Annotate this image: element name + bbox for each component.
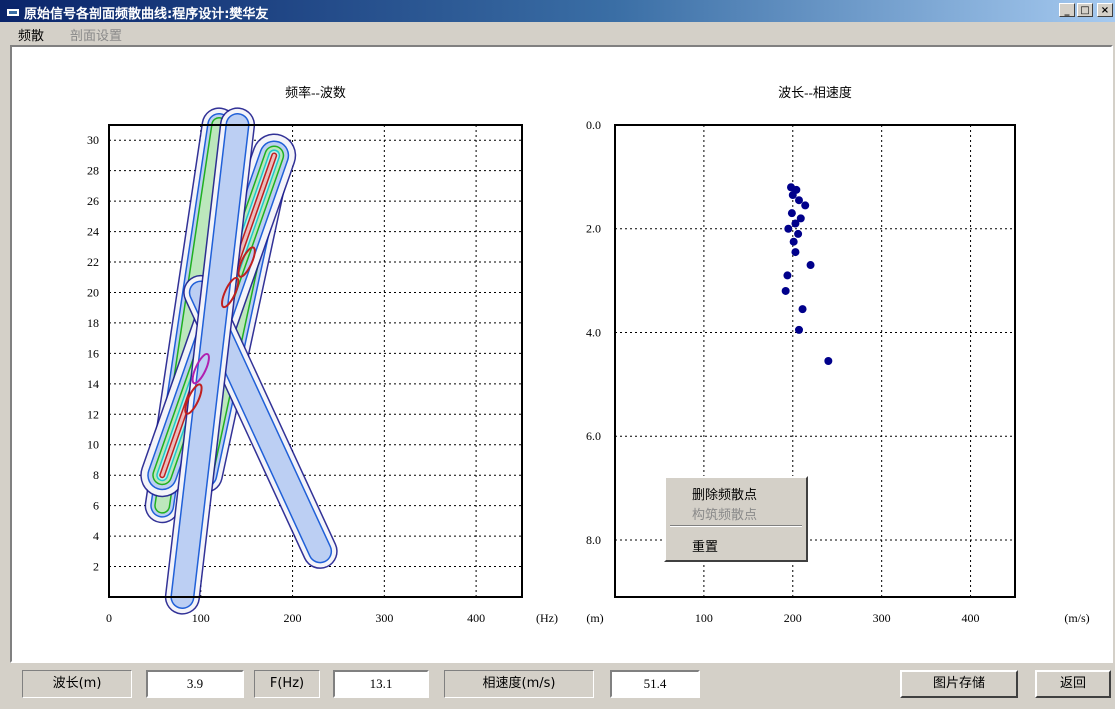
- contour-peak: [221, 276, 240, 309]
- x-tick-label: 400: [962, 611, 980, 625]
- y-tick-label: 2: [93, 560, 99, 574]
- x-tick-label: 0: [106, 611, 112, 625]
- y-tick-label: 16: [87, 346, 99, 360]
- x-tick-label: 200: [784, 611, 802, 625]
- y-tick-label: 0.0: [586, 118, 601, 132]
- data-point: [798, 305, 807, 314]
- data-point: [784, 224, 793, 233]
- y-tick-label: 8: [93, 468, 99, 482]
- close-button[interactable]: ×: [1097, 3, 1113, 17]
- contour-peak: [191, 352, 210, 385]
- plot-frame: [108, 124, 523, 598]
- x-tick-label: 300: [873, 611, 891, 625]
- data-point: [781, 286, 790, 295]
- y-tick-label: 8.0: [586, 533, 601, 547]
- chart-title: 波长--相速度: [778, 85, 852, 100]
- menu-dispersion[interactable]: 频散: [18, 29, 45, 44]
- data-point: [801, 201, 810, 210]
- menu-reset[interactable]: 重置: [692, 540, 719, 555]
- y-tick-label: 4.0: [586, 325, 601, 339]
- x-tick-label: 100: [695, 611, 713, 625]
- contour-peak: [184, 383, 203, 415]
- frequency-label: F(Hz): [254, 670, 320, 698]
- back-button[interactable]: 返回: [1035, 670, 1111, 698]
- data-point: [795, 196, 803, 205]
- context-menu: 删除频散点 构筑频散点 重置: [664, 476, 808, 562]
- x-axis-label: (m): [586, 611, 603, 625]
- wavelength-label: 波长(m): [22, 670, 132, 698]
- y-tick-label: 28: [87, 164, 99, 178]
- x-tick-label: 200: [284, 611, 302, 625]
- data-point: [789, 237, 798, 246]
- y-tick-label: 6: [93, 499, 99, 513]
- data-point: [791, 248, 800, 257]
- y-tick-label: 10: [87, 438, 99, 452]
- data-point: [796, 214, 805, 223]
- contour-fill: [171, 114, 248, 608]
- x-tick-label: 300: [375, 611, 393, 625]
- frequency-wavenumber-chart: 频率--波数0 100 200 300 400 (Hz)24681012141618202…: [87, 85, 558, 625]
- y-tick-label: 6.0: [586, 429, 601, 443]
- data-point: [795, 325, 803, 334]
- menu-separator: [670, 525, 802, 527]
- y-tick-label: 12: [87, 407, 99, 421]
- y-tick-label: 4: [93, 529, 99, 543]
- charts-canvas[interactable]: 频率--波数0 100 200 300 400 (Hz)24681012141618202…: [12, 47, 1111, 661]
- y-tick-label: 20: [87, 285, 99, 299]
- phase-velocity-label: 相速度(m/s): [444, 670, 594, 698]
- chart-title: 频率--波数: [285, 85, 346, 100]
- y-tick-label: 22: [87, 255, 99, 269]
- data-point: [794, 229, 803, 238]
- data-point: [806, 261, 815, 270]
- save-image-button[interactable]: 图片存储: [900, 670, 1018, 698]
- chart-area: 频率--波数 0 100 200 300 400 (Hz) 2 4 6 8 10 12 14 16 18 20 2…: [10, 45, 1113, 663]
- phase-velocity-field: 51.4: [610, 670, 700, 698]
- x-tick-label: 400: [467, 611, 485, 625]
- window-title: 原始信号各剖面频散曲线:程序设计:樊华友: [24, 7, 269, 22]
- x-tick-label: 100: [192, 611, 210, 625]
- wavelength-field: 3.9: [146, 670, 244, 698]
- menu-delete-points[interactable]: 删除频散点: [692, 488, 758, 503]
- data-point: [787, 209, 796, 218]
- minimize-button[interactable]: _: [1059, 3, 1075, 17]
- maximize-button[interactable]: □: [1077, 3, 1093, 17]
- data-point: [788, 191, 797, 200]
- x-axis-unit: (m/s): [1064, 611, 1089, 625]
- y-tick-label: 14: [87, 377, 99, 391]
- menu-bar: 频散 剖面设置: [0, 22, 1115, 44]
- y-tick-label: 18: [87, 316, 99, 330]
- x-axis-unit: (Hz): [536, 611, 558, 625]
- y-tick-label: 26: [87, 194, 99, 208]
- wavelength-velocity-chart: 波长--相速度 100 200 300 400 (m) (m/s) 0.0 2.0 4.0 6.0 8…: [586, 85, 1090, 625]
- data-point: [824, 357, 833, 365]
- menu-section-settings[interactable]: 剖面设置: [70, 29, 123, 44]
- data-point: [791, 219, 800, 228]
- contour-plot: [140, 107, 338, 615]
- frequency-field: 13.1: [333, 670, 429, 698]
- y-tick-label: 24: [87, 225, 99, 239]
- title-bar: 原始信号各剖面频散曲线:程序设计:樊华友 _ □ ×: [0, 0, 1115, 22]
- data-point: [783, 271, 792, 280]
- app-icon: [7, 6, 19, 16]
- y-tick-label: 2.0: [586, 222, 601, 236]
- y-tick-label: 30: [87, 133, 99, 147]
- menu-build-points[interactable]: 构筑频散点: [692, 508, 758, 523]
- plot-frame: [614, 124, 1016, 598]
- contour-peak: [237, 246, 256, 278]
